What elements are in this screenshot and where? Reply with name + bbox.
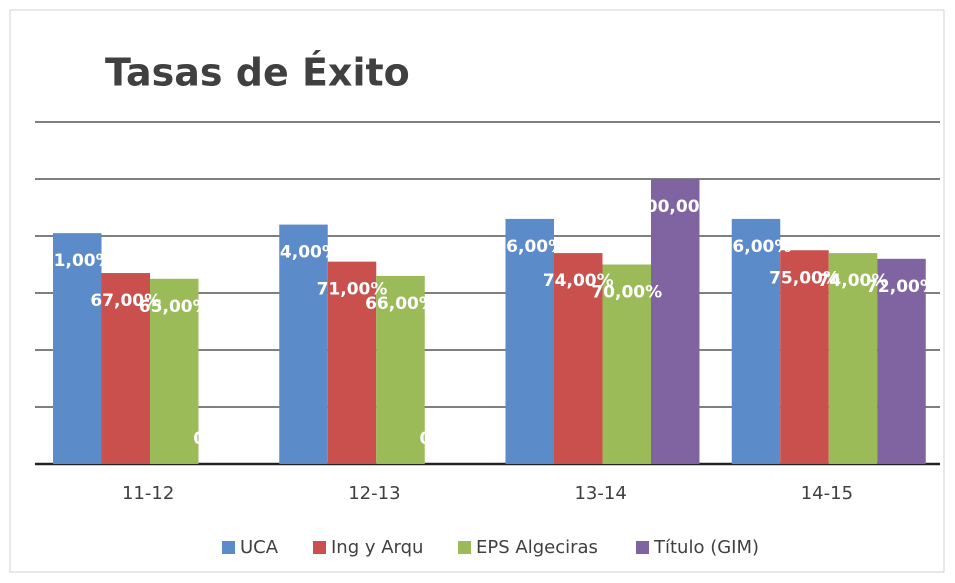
data-label: 86,00% — [494, 237, 565, 257]
x-tick-label: 13-14 — [574, 483, 626, 504]
bar — [780, 250, 829, 464]
data-label: 70,00% — [591, 283, 662, 303]
legend-swatch — [313, 541, 326, 554]
legend-label: UCA — [240, 537, 279, 558]
legend-swatch — [222, 541, 235, 554]
data-label: 84,00% — [268, 243, 339, 263]
data-label: 0,00% — [193, 429, 252, 449]
bar — [279, 224, 328, 464]
data-label: 66,00% — [365, 294, 436, 314]
data-label: 74,00% — [543, 271, 614, 291]
legend-swatch — [636, 541, 649, 554]
legend-label: Título (GIM) — [653, 537, 759, 558]
x-tick-label: 11-12 — [122, 483, 174, 504]
bar — [731, 218, 781, 464]
data-label: 72,00% — [866, 277, 937, 297]
x-tick-label: 12-13 — [348, 483, 400, 504]
bar — [53, 233, 102, 464]
data-label: 65,00% — [139, 297, 210, 317]
legend-label: Ing y Arqu — [331, 537, 423, 558]
bar — [327, 261, 377, 464]
bar — [651, 179, 700, 464]
bar — [376, 275, 425, 464]
bar — [554, 253, 603, 464]
data-label: 71,00% — [317, 280, 388, 300]
chart-title: Tasas de Éxito — [105, 51, 410, 95]
bar — [505, 218, 554, 464]
bar — [877, 258, 926, 464]
bar — [828, 253, 878, 464]
data-label: 67,00% — [90, 291, 161, 311]
bar — [602, 264, 651, 464]
data-label: 86,00% — [721, 237, 792, 257]
data-label: 74,00% — [818, 271, 889, 291]
data-label: 81,00% — [42, 251, 113, 271]
data-label: 0,00% — [420, 429, 479, 449]
bar — [150, 278, 199, 464]
data-label: 75,00% — [769, 268, 840, 288]
bar — [101, 273, 150, 464]
data-label: 100,00% — [634, 197, 717, 217]
x-tick-label: 14-15 — [801, 483, 853, 504]
legend-label: EPS Algeciras — [476, 537, 598, 558]
legend-swatch — [458, 541, 471, 554]
